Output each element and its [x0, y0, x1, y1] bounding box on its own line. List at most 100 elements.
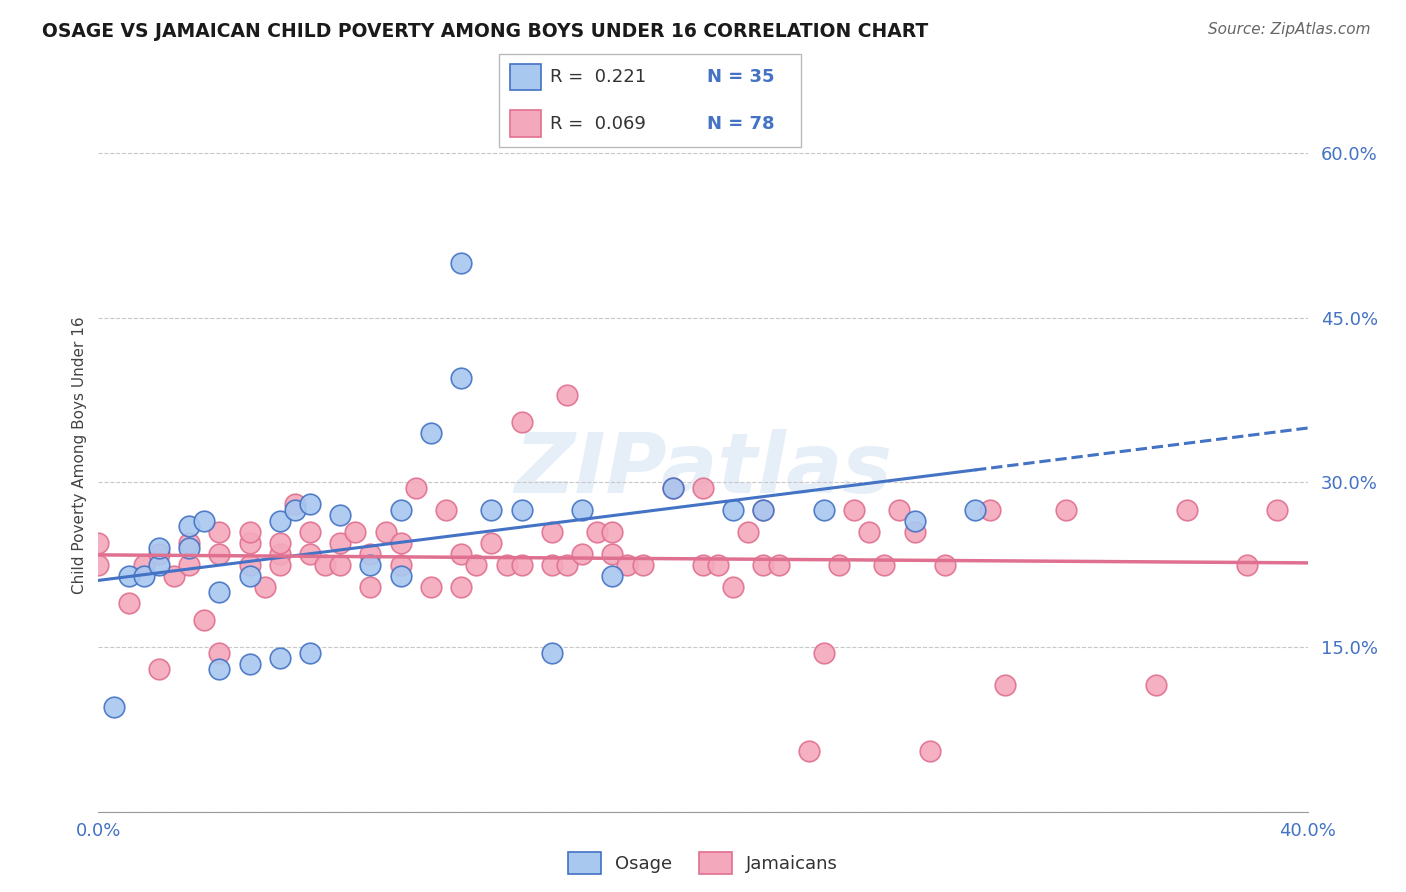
Point [269, 535, 291, 549]
Point [752, 503, 775, 517]
Point [540, 558, 562, 572]
Point [813, 646, 835, 660]
Point [1236, 558, 1258, 572]
Point [495, 558, 517, 572]
Point [692, 558, 714, 572]
Point [602, 568, 624, 582]
Point [555, 387, 578, 401]
Point [737, 524, 759, 539]
Point [481, 535, 503, 549]
Point [344, 524, 367, 539]
Text: N = 35: N = 35 [707, 68, 775, 86]
Point [889, 503, 911, 517]
Point [602, 547, 624, 561]
Point [1265, 503, 1288, 517]
Point [208, 585, 231, 599]
Point [239, 657, 262, 671]
Point [177, 519, 201, 533]
Point [360, 547, 382, 561]
Point [253, 580, 276, 594]
Point [163, 568, 186, 582]
Point [616, 558, 638, 572]
Point [118, 568, 141, 582]
Point [329, 535, 352, 549]
Point [904, 524, 927, 539]
Point [844, 503, 866, 517]
Point [299, 524, 322, 539]
Point [177, 535, 201, 549]
Point [239, 558, 262, 572]
Point [707, 558, 730, 572]
Point [661, 481, 683, 495]
Point [481, 503, 503, 517]
Point [904, 514, 927, 528]
Point [994, 678, 1017, 692]
Point [979, 503, 1001, 517]
Point [360, 558, 382, 572]
Point [299, 547, 322, 561]
Point [450, 256, 472, 270]
Point [602, 524, 624, 539]
Point [389, 558, 412, 572]
Point [299, 497, 322, 511]
Point [208, 662, 231, 676]
Point [419, 425, 441, 440]
Point [239, 535, 262, 549]
Point [329, 558, 352, 572]
Point [360, 580, 382, 594]
Point [934, 558, 956, 572]
Point [374, 524, 396, 539]
Point [177, 541, 201, 556]
Point [419, 580, 441, 594]
Point [269, 547, 291, 561]
Point [1175, 503, 1198, 517]
Point [1054, 503, 1077, 517]
Point [1144, 678, 1167, 692]
Point [148, 662, 170, 676]
Point [299, 646, 322, 660]
Point [540, 646, 562, 660]
Point [721, 580, 744, 594]
Point [269, 558, 291, 572]
Point [434, 503, 457, 517]
Point [148, 558, 170, 572]
Point [510, 558, 533, 572]
Point [692, 481, 714, 495]
Point [918, 744, 941, 758]
Point [193, 514, 215, 528]
Point [571, 547, 593, 561]
Point [813, 503, 835, 517]
Point [571, 503, 593, 517]
Point [873, 558, 896, 572]
Point [510, 503, 533, 517]
Point [661, 481, 683, 495]
Point [540, 524, 562, 539]
Point [239, 568, 262, 582]
Point [631, 558, 654, 572]
Point [389, 503, 412, 517]
Point [405, 481, 427, 495]
Point [450, 547, 472, 561]
Point [965, 503, 987, 517]
Point [465, 558, 488, 572]
Point [118, 596, 141, 610]
Point [828, 558, 851, 572]
Point [586, 524, 609, 539]
Point [87, 535, 110, 549]
Point [284, 503, 307, 517]
Point [555, 558, 578, 572]
Point [768, 558, 790, 572]
Point [269, 651, 291, 665]
Point [87, 558, 110, 572]
Text: OSAGE VS JAMAICAN CHILD POVERTY AMONG BOYS UNDER 16 CORRELATION CHART: OSAGE VS JAMAICAN CHILD POVERTY AMONG BO… [42, 22, 928, 41]
Y-axis label: Child Poverty Among Boys Under 16: Child Poverty Among Boys Under 16 [72, 316, 87, 594]
Point [208, 547, 231, 561]
Text: R =  0.069: R = 0.069 [550, 115, 645, 133]
Point [148, 541, 170, 556]
Point [510, 415, 533, 429]
Point [389, 535, 412, 549]
Point [329, 508, 352, 523]
Point [858, 524, 880, 539]
Point [103, 700, 125, 714]
Point [314, 558, 336, 572]
